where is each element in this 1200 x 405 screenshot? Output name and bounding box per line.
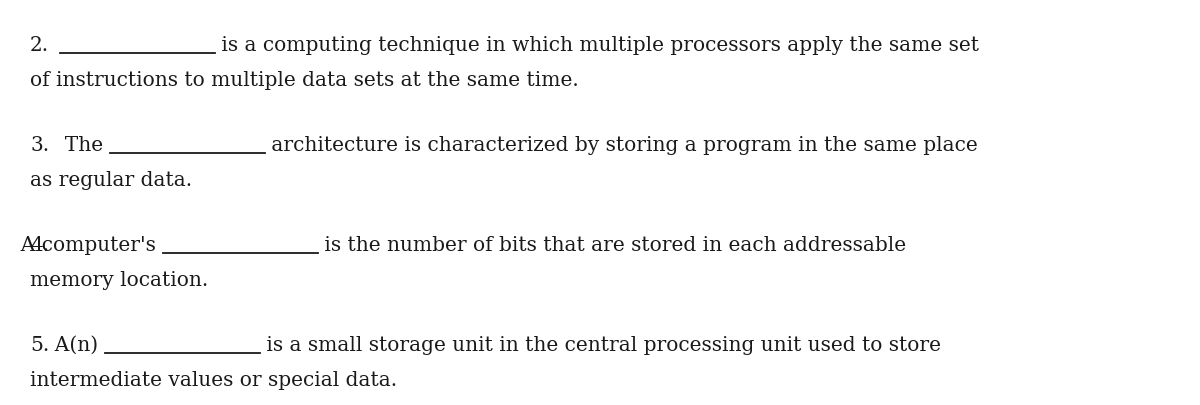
- Text: architecture is characterized by storing a program in the same place: architecture is characterized by storing…: [265, 136, 978, 155]
- Text: 2.: 2.: [30, 36, 49, 55]
- Text: A computer's: A computer's: [7, 235, 162, 254]
- Text: 3.: 3.: [30, 136, 49, 155]
- Text: as regular data.: as regular data.: [30, 171, 192, 190]
- Text: 4.: 4.: [30, 235, 49, 254]
- Text: memory location.: memory location.: [30, 270, 209, 289]
- Text: intermediate values or special data.: intermediate values or special data.: [30, 370, 397, 389]
- Text: The: The: [52, 136, 109, 155]
- Text: is the number of bits that are stored in each addressable: is the number of bits that are stored in…: [318, 235, 906, 254]
- Text: of instructions to multiple data sets at the same time.: of instructions to multiple data sets at…: [30, 71, 578, 90]
- Text: is a small storage unit in the central processing unit used to store: is a small storage unit in the central p…: [260, 335, 941, 354]
- Text: 5.: 5.: [30, 335, 49, 354]
- Text: A(n): A(n): [42, 335, 104, 354]
- Text: is a computing technique in which multiple processors apply the same set: is a computing technique in which multip…: [215, 36, 979, 55]
